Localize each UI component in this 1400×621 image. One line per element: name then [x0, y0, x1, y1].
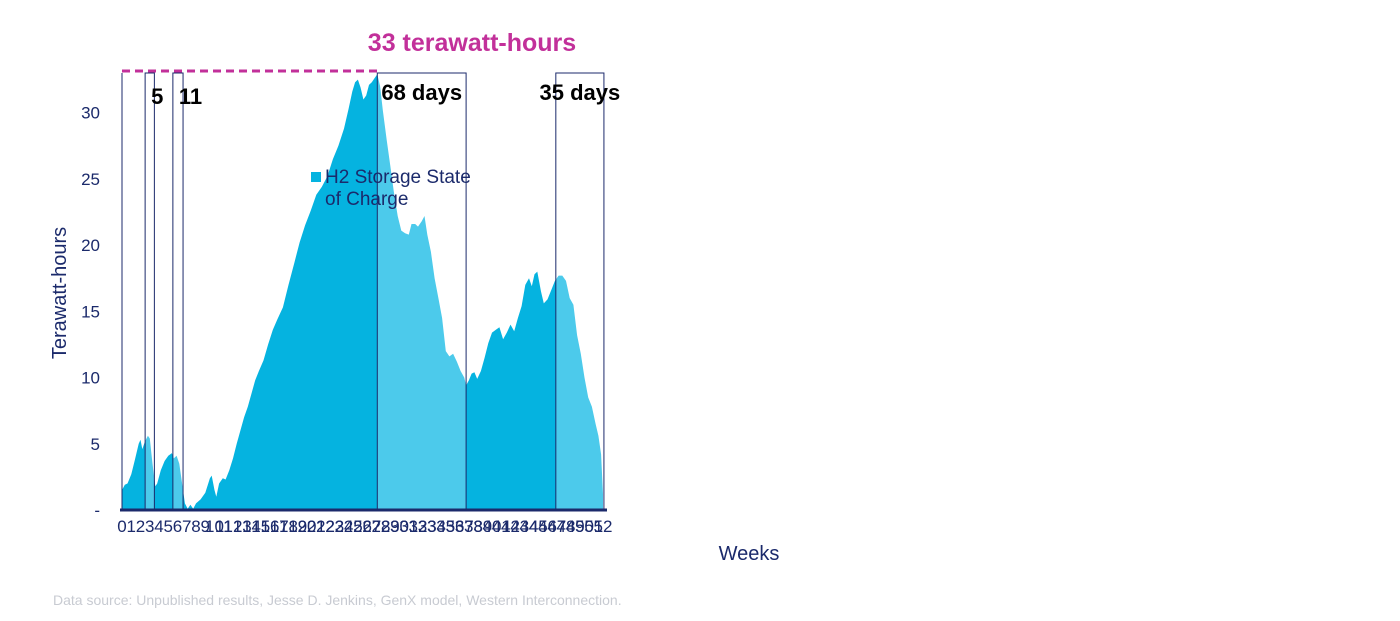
x-tick-16: 16: [261, 517, 280, 536]
x-tick-7: 7: [182, 517, 191, 536]
x-tick-31: 31: [399, 517, 418, 536]
x-tick-51: 51: [584, 517, 603, 536]
period-label-1: 5: [151, 84, 163, 109]
x-tick-1: 1: [127, 517, 136, 536]
y-axis-title: Terawatt-hours: [49, 227, 71, 359]
x-tick-8: 8: [191, 517, 200, 536]
x-tick-20: 20: [298, 517, 317, 536]
x-tick-6: 6: [173, 517, 182, 536]
x-tick-11: 11: [215, 517, 233, 536]
x-tick-32: 32: [409, 517, 428, 536]
x-tick-44: 44: [520, 517, 539, 536]
x-tick-9: 9: [201, 517, 210, 536]
y-tick-30: 30: [81, 104, 100, 123]
legend: H2 Storage State of Charge: [311, 167, 471, 210]
legend-label-line-1: H2 Storage State: [325, 167, 471, 188]
x-tick-29: 29: [381, 517, 400, 536]
period-label-7: 35 days: [540, 80, 621, 105]
y-tick-15: 15: [81, 302, 100, 321]
x-tick-34: 34: [427, 517, 446, 536]
data-source-note: Data source: Unpublished results, Jesse …: [53, 592, 622, 608]
x-tick-46: 46: [538, 517, 557, 536]
x-tick-25: 25: [344, 517, 363, 536]
x-tick-12: 12: [224, 517, 243, 536]
x-tick-3: 3: [145, 517, 154, 536]
x-tick-5: 5: [164, 517, 173, 536]
x-tick-43: 43: [510, 517, 529, 536]
area-band-7: [555, 74, 603, 510]
y-tick-0: -: [94, 501, 100, 520]
axes: 0 1 2 3 4 5 6 7 8 9101112131415161718192021222324…: [81, 104, 612, 536]
x-tick-45: 45: [529, 517, 548, 536]
legend-swatch: [311, 172, 321, 182]
x-tick-2: 2: [136, 517, 145, 536]
x-tick-37: 37: [455, 517, 474, 536]
x-tick-21: 21: [307, 517, 326, 536]
x-tick-0: 0: [117, 517, 126, 536]
area-band-1: [145, 74, 155, 510]
x-tick-33: 33: [418, 517, 437, 536]
x-tick-36: 36: [446, 517, 465, 536]
x-tick-4: 4: [154, 517, 163, 536]
x-axis-title: Weeks: [719, 543, 780, 565]
y-tick-25: 25: [81, 170, 100, 189]
x-tick-47: 47: [547, 517, 566, 536]
area-band-5: [377, 74, 467, 510]
x-tick-18: 18: [279, 517, 298, 536]
x-tick-48: 48: [557, 517, 576, 536]
x-tick-30: 30: [390, 517, 409, 536]
x-tick-49: 49: [566, 517, 585, 536]
x-tick-10: 10: [205, 517, 224, 536]
y-tick-20: 20: [81, 236, 100, 255]
x-tick-23: 23: [325, 517, 344, 536]
area-band-6: [466, 74, 556, 510]
x-tick-52: 52: [594, 517, 613, 536]
period-labels: 5 11 68 days 35 days: [151, 80, 620, 109]
y-tick-10: 10: [81, 369, 100, 388]
x-tick-13: 13: [233, 517, 252, 536]
x-tick-40: 40: [483, 517, 502, 536]
area-band-4: [183, 74, 378, 510]
area-band-2: [154, 74, 173, 510]
x-tick-27: 27: [362, 517, 381, 536]
area-band-3: [172, 74, 184, 510]
x-tick-50: 50: [575, 517, 594, 536]
x-tick-41: 41: [492, 517, 511, 536]
legend-label-line-2: of Charge: [325, 189, 408, 210]
x-tick-26: 26: [353, 517, 372, 536]
period-label-3: 11: [179, 84, 202, 109]
x-tick-38: 38: [464, 517, 483, 536]
area-band-0: [122, 74, 146, 510]
x-tick-15: 15: [251, 517, 270, 536]
x-tick-42: 42: [501, 517, 520, 536]
x-tick-35: 35: [436, 517, 455, 536]
x-tick-24: 24: [335, 517, 354, 536]
x-tick-39: 39: [473, 517, 492, 536]
peak-annotation-label: 33 terawatt-hours: [368, 29, 576, 57]
x-tick-17: 17: [270, 517, 289, 536]
x-tick-14: 14: [242, 517, 261, 536]
x-tick-22: 22: [316, 517, 335, 536]
period-label-5: 68 days: [381, 80, 462, 105]
area-bands: [122, 74, 603, 510]
x-tick-19: 19: [288, 517, 307, 536]
x-tick-28: 28: [372, 517, 391, 536]
y-tick-5: 5: [91, 435, 100, 454]
period-box-3: [172, 72, 184, 511]
